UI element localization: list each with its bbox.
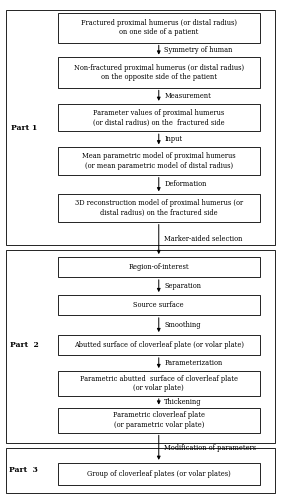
Bar (58, 12, 260, 42)
Text: Input: Input (164, 135, 183, 143)
Text: Part  3: Part 3 (10, 466, 38, 474)
Text: Parametric abutted  surface of cloverleaf plate
(or volar plate): Parametric abutted surface of cloverleaf… (80, 374, 238, 392)
Text: Mean parametric model of proximal humerus
(or mean parametric model of distal ra: Mean parametric model of proximal humeru… (82, 152, 235, 170)
Text: Fractured proximal humerus (or distal radius)
on one side of a patient: Fractured proximal humerus (or distal ra… (81, 18, 237, 36)
Text: 3D reconstruction model of proximal humerus (or
distal radius) on the fractured : 3D reconstruction model of proximal hume… (75, 199, 243, 217)
Bar (6, 10, 275, 245)
Bar (58, 194, 260, 222)
Text: Region-of-interest: Region-of-interest (128, 263, 189, 271)
Text: Measurement: Measurement (164, 92, 211, 100)
Bar (58, 147, 260, 174)
Text: Source surface: Source surface (133, 301, 184, 309)
Bar (58, 463, 260, 485)
Text: Marker-aided selection: Marker-aided selection (164, 236, 243, 244)
Text: Separation: Separation (164, 282, 201, 290)
Bar (58, 257, 260, 277)
Text: Modification of parameters: Modification of parameters (164, 444, 257, 452)
Text: Parameterization: Parameterization (164, 359, 223, 367)
Text: Thickening: Thickening (164, 398, 202, 406)
Text: Symmetry of human: Symmetry of human (164, 46, 233, 54)
Text: Deformation: Deformation (164, 180, 207, 188)
Text: Abutted surface of cloverleaf plate (or volar plate): Abutted surface of cloverleaf plate (or … (74, 341, 244, 349)
Bar (58, 408, 260, 432)
Text: Parametric cloverleaf plate
(or parametric volar plate): Parametric cloverleaf plate (or parametr… (113, 411, 205, 429)
Bar (58, 104, 260, 131)
Bar (6, 250, 275, 442)
Text: Smoothing: Smoothing (164, 321, 201, 329)
Text: Parameter values of proximal humerus
(or distal radius) on the  fractured side: Parameter values of proximal humerus (or… (93, 108, 225, 126)
Text: Non-fractured proximal humerus (or distal radius)
on the opposite side of the pa: Non-fractured proximal humerus (or dista… (74, 64, 244, 82)
Bar (58, 335, 260, 355)
Text: Part 1: Part 1 (11, 124, 37, 132)
Bar (58, 295, 260, 315)
Bar (6, 448, 275, 492)
Bar (58, 371, 260, 396)
Bar (58, 58, 260, 88)
Text: Group of cloverleaf plates (or volar plates): Group of cloverleaf plates (or volar pla… (87, 470, 231, 478)
Text: Part  2: Part 2 (10, 341, 38, 349)
